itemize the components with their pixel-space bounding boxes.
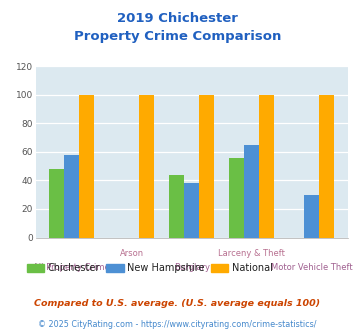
Text: Burglary: Burglary [174,263,210,272]
Bar [79,95,94,238]
Bar [169,175,184,238]
Bar [259,95,274,238]
Bar [64,155,79,238]
Text: Compared to U.S. average. (U.S. average equals 100): Compared to U.S. average. (U.S. average … [34,299,321,308]
Bar [320,95,334,238]
Text: © 2025 CityRating.com - https://www.cityrating.com/crime-statistics/: © 2025 CityRating.com - https://www.city… [38,320,317,329]
Text: Arson: Arson [120,249,144,258]
Text: All Property Crime: All Property Crime [33,263,110,272]
Text: Motor Vehicle Theft: Motor Vehicle Theft [271,263,353,272]
Bar [49,169,64,238]
Legend: Chichester, New Hampshire, National: Chichester, New Hampshire, National [23,259,277,277]
Bar [244,145,259,238]
Bar [304,195,320,238]
Bar [139,95,154,238]
Text: 2019 Chichester: 2019 Chichester [117,12,238,24]
Bar [199,95,214,238]
Bar [184,183,199,238]
Bar [229,157,244,238]
Text: Property Crime Comparison: Property Crime Comparison [74,30,281,43]
Text: Larceny & Theft: Larceny & Theft [218,249,285,258]
